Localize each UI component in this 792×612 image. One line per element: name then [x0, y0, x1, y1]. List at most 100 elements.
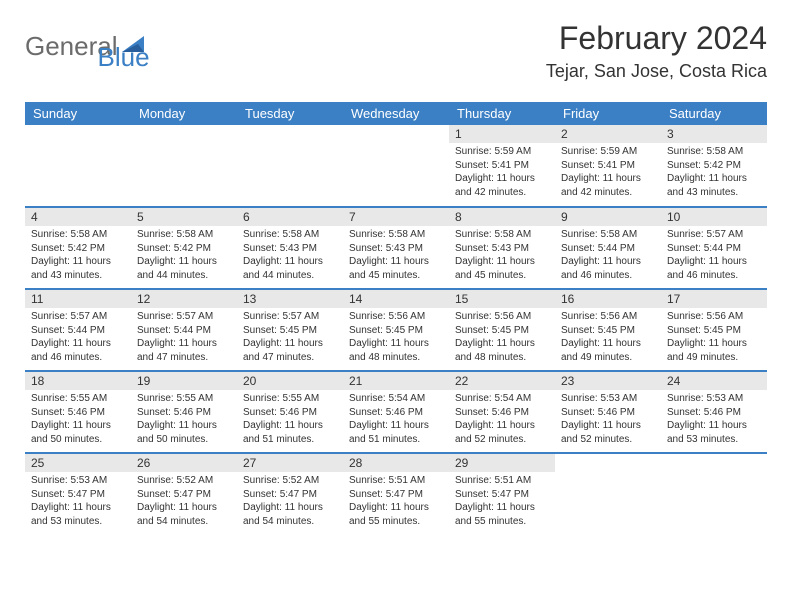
week-row: 4Sunrise: 5:58 AMSunset: 5:42 PMDaylight…: [25, 207, 767, 289]
day-cell: 6Sunrise: 5:58 AMSunset: 5:43 PMDaylight…: [237, 207, 343, 289]
week-row: 1Sunrise: 5:59 AMSunset: 5:41 PMDaylight…: [25, 125, 767, 207]
day-cell: [237, 125, 343, 207]
day-content: Sunrise: 5:58 AMSunset: 5:43 PMDaylight:…: [343, 226, 449, 288]
daylight-text: Daylight: 11 hours and 49 minutes.: [561, 337, 655, 364]
daylight-text: Daylight: 11 hours and 55 minutes.: [349, 501, 443, 528]
daylight-text: Daylight: 11 hours and 48 minutes.: [455, 337, 549, 364]
day-number: 17: [661, 290, 767, 308]
day-cell: 2Sunrise: 5:59 AMSunset: 5:41 PMDaylight…: [555, 125, 661, 207]
week-row: 18Sunrise: 5:55 AMSunset: 5:46 PMDayligh…: [25, 371, 767, 453]
day-number: 22: [449, 372, 555, 390]
sunset-text: Sunset: 5:45 PM: [667, 324, 761, 338]
day-number: 11: [25, 290, 131, 308]
sunset-text: Sunset: 5:41 PM: [455, 159, 549, 173]
day-content: Sunrise: 5:53 AMSunset: 5:46 PMDaylight:…: [661, 390, 767, 452]
daylight-text: Daylight: 11 hours and 45 minutes.: [349, 255, 443, 282]
day-number: 25: [25, 454, 131, 472]
sunrise-text: Sunrise: 5:52 AM: [243, 474, 337, 488]
day-number: 29: [449, 454, 555, 472]
sunset-text: Sunset: 5:45 PM: [349, 324, 443, 338]
sunset-text: Sunset: 5:46 PM: [243, 406, 337, 420]
day-cell: 21Sunrise: 5:54 AMSunset: 5:46 PMDayligh…: [343, 371, 449, 453]
day-cell: 29Sunrise: 5:51 AMSunset: 5:47 PMDayligh…: [449, 453, 555, 535]
day-number: [25, 125, 131, 143]
page-header: General Blue February 2024 Tejar, San Jo…: [25, 20, 767, 82]
daylight-text: Daylight: 11 hours and 51 minutes.: [349, 419, 443, 446]
day-cell: 20Sunrise: 5:55 AMSunset: 5:46 PMDayligh…: [237, 371, 343, 453]
day-number: 4: [25, 208, 131, 226]
day-content: Sunrise: 5:58 AMSunset: 5:42 PMDaylight:…: [25, 226, 131, 288]
day-content: Sunrise: 5:58 AMSunset: 5:42 PMDaylight:…: [661, 143, 767, 205]
sunrise-text: Sunrise: 5:53 AM: [31, 474, 125, 488]
day-content: Sunrise: 5:56 AMSunset: 5:45 PMDaylight:…: [449, 308, 555, 370]
day-cell: 18Sunrise: 5:55 AMSunset: 5:46 PMDayligh…: [25, 371, 131, 453]
daylight-text: Daylight: 11 hours and 44 minutes.: [137, 255, 231, 282]
day-cell: 1Sunrise: 5:59 AMSunset: 5:41 PMDaylight…: [449, 125, 555, 207]
sunrise-text: Sunrise: 5:55 AM: [137, 392, 231, 406]
daylight-text: Daylight: 11 hours and 46 minutes.: [667, 255, 761, 282]
day-number: 8: [449, 208, 555, 226]
logo: General Blue: [25, 20, 150, 73]
sunrise-text: Sunrise: 5:57 AM: [667, 228, 761, 242]
sunrise-text: Sunrise: 5:58 AM: [667, 145, 761, 159]
daylight-text: Daylight: 11 hours and 47 minutes.: [243, 337, 337, 364]
day-content: Sunrise: 5:58 AMSunset: 5:43 PMDaylight:…: [449, 226, 555, 288]
sunset-text: Sunset: 5:47 PM: [31, 488, 125, 502]
day-header-sunday: Sunday: [25, 102, 131, 125]
sunset-text: Sunset: 5:42 PM: [31, 242, 125, 256]
day-number: [555, 454, 661, 472]
day-number: [661, 454, 767, 472]
day-number: 26: [131, 454, 237, 472]
sunset-text: Sunset: 5:46 PM: [31, 406, 125, 420]
day-content: Sunrise: 5:55 AMSunset: 5:46 PMDaylight:…: [237, 390, 343, 452]
sunrise-text: Sunrise: 5:58 AM: [137, 228, 231, 242]
daylight-text: Daylight: 11 hours and 42 minutes.: [455, 172, 549, 199]
day-content: Sunrise: 5:57 AMSunset: 5:44 PMDaylight:…: [131, 308, 237, 370]
day-cell: 10Sunrise: 5:57 AMSunset: 5:44 PMDayligh…: [661, 207, 767, 289]
day-number: 19: [131, 372, 237, 390]
day-content: Sunrise: 5:53 AMSunset: 5:46 PMDaylight:…: [555, 390, 661, 452]
daylight-text: Daylight: 11 hours and 53 minutes.: [31, 501, 125, 528]
sunset-text: Sunset: 5:42 PM: [667, 159, 761, 173]
sunset-text: Sunset: 5:47 PM: [137, 488, 231, 502]
sunset-text: Sunset: 5:43 PM: [349, 242, 443, 256]
day-cell: 26Sunrise: 5:52 AMSunset: 5:47 PMDayligh…: [131, 453, 237, 535]
day-cell: [555, 453, 661, 535]
day-cell: 14Sunrise: 5:56 AMSunset: 5:45 PMDayligh…: [343, 289, 449, 371]
day-cell: 3Sunrise: 5:58 AMSunset: 5:42 PMDaylight…: [661, 125, 767, 207]
month-title: February 2024: [546, 20, 767, 57]
day-number: 10: [661, 208, 767, 226]
daylight-text: Daylight: 11 hours and 54 minutes.: [137, 501, 231, 528]
day-number: 2: [555, 125, 661, 143]
sunset-text: Sunset: 5:44 PM: [31, 324, 125, 338]
day-cell: 8Sunrise: 5:58 AMSunset: 5:43 PMDaylight…: [449, 207, 555, 289]
day-content: Sunrise: 5:58 AMSunset: 5:42 PMDaylight:…: [131, 226, 237, 288]
sunset-text: Sunset: 5:45 PM: [561, 324, 655, 338]
sunset-text: Sunset: 5:46 PM: [137, 406, 231, 420]
daylight-text: Daylight: 11 hours and 43 minutes.: [31, 255, 125, 282]
day-cell: 24Sunrise: 5:53 AMSunset: 5:46 PMDayligh…: [661, 371, 767, 453]
sunrise-text: Sunrise: 5:51 AM: [455, 474, 549, 488]
day-content: Sunrise: 5:56 AMSunset: 5:45 PMDaylight:…: [343, 308, 449, 370]
daylight-text: Daylight: 11 hours and 53 minutes.: [667, 419, 761, 446]
day-cell: [25, 125, 131, 207]
day-header-saturday: Saturday: [661, 102, 767, 125]
day-content: Sunrise: 5:51 AMSunset: 5:47 PMDaylight:…: [343, 472, 449, 534]
daylight-text: Daylight: 11 hours and 55 minutes.: [455, 501, 549, 528]
sunset-text: Sunset: 5:44 PM: [561, 242, 655, 256]
sunset-text: Sunset: 5:41 PM: [561, 159, 655, 173]
daylight-text: Daylight: 11 hours and 54 minutes.: [243, 501, 337, 528]
daylight-text: Daylight: 11 hours and 47 minutes.: [137, 337, 231, 364]
day-header-thursday: Thursday: [449, 102, 555, 125]
day-content: Sunrise: 5:55 AMSunset: 5:46 PMDaylight:…: [131, 390, 237, 452]
day-cell: [661, 453, 767, 535]
day-number: 12: [131, 290, 237, 308]
sunset-text: Sunset: 5:46 PM: [667, 406, 761, 420]
daylight-text: Daylight: 11 hours and 42 minutes.: [561, 172, 655, 199]
sunset-text: Sunset: 5:45 PM: [243, 324, 337, 338]
sunset-text: Sunset: 5:45 PM: [455, 324, 549, 338]
day-cell: 27Sunrise: 5:52 AMSunset: 5:47 PMDayligh…: [237, 453, 343, 535]
sunrise-text: Sunrise: 5:58 AM: [561, 228, 655, 242]
day-cell: 22Sunrise: 5:54 AMSunset: 5:46 PMDayligh…: [449, 371, 555, 453]
day-header-row: Sunday Monday Tuesday Wednesday Thursday…: [25, 102, 767, 125]
